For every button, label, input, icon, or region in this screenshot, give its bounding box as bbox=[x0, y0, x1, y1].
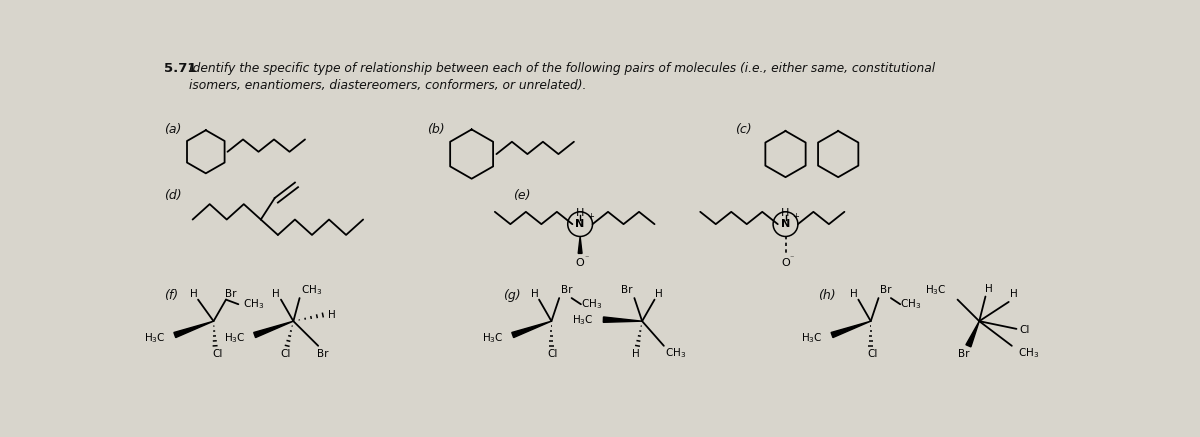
Polygon shape bbox=[511, 321, 552, 337]
Text: $\mathregular{CH_3}$: $\mathregular{CH_3}$ bbox=[301, 284, 323, 297]
Text: Br: Br bbox=[622, 285, 632, 295]
Text: H: H bbox=[985, 284, 992, 294]
Text: N: N bbox=[576, 219, 584, 229]
Polygon shape bbox=[174, 321, 214, 337]
Text: $\mathregular{CH_3}$: $\mathregular{CH_3}$ bbox=[900, 297, 922, 311]
Text: +: + bbox=[792, 212, 799, 221]
Text: $\mathregular{H_3C}$: $\mathregular{H_3C}$ bbox=[144, 331, 166, 345]
Text: Identify the specific type of relationship between each of the following pairs o: Identify the specific type of relationsh… bbox=[188, 62, 935, 75]
Polygon shape bbox=[604, 317, 642, 323]
Text: +: + bbox=[587, 212, 594, 221]
Text: Cl: Cl bbox=[212, 349, 223, 358]
Text: (h): (h) bbox=[818, 289, 835, 302]
Text: (b): (b) bbox=[427, 123, 445, 136]
Text: ⁻: ⁻ bbox=[584, 253, 588, 263]
Text: Br: Br bbox=[560, 285, 572, 295]
Text: H: H bbox=[850, 289, 858, 299]
Text: H: H bbox=[1010, 289, 1018, 299]
Text: H: H bbox=[655, 289, 664, 299]
Text: H: H bbox=[576, 208, 584, 218]
Text: O: O bbox=[781, 258, 790, 267]
Text: N: N bbox=[781, 219, 790, 229]
Text: $\mathregular{CH_3}$: $\mathregular{CH_3}$ bbox=[581, 297, 602, 311]
Text: $\mathregular{H_3C}$: $\mathregular{H_3C}$ bbox=[482, 331, 504, 345]
Text: $\mathregular{H_3C}$: $\mathregular{H_3C}$ bbox=[223, 331, 245, 345]
Text: (g): (g) bbox=[503, 289, 521, 302]
Text: H: H bbox=[329, 310, 336, 320]
Text: H: H bbox=[191, 289, 198, 299]
Text: ⁻: ⁻ bbox=[790, 253, 794, 263]
Text: Cl: Cl bbox=[1020, 326, 1030, 336]
Text: Br: Br bbox=[224, 289, 236, 299]
Text: (a): (a) bbox=[164, 123, 181, 136]
Text: Cl: Cl bbox=[548, 349, 558, 358]
Text: O: O bbox=[576, 258, 584, 267]
Text: $\mathregular{CH_3}$: $\mathregular{CH_3}$ bbox=[242, 297, 264, 311]
Polygon shape bbox=[832, 321, 871, 337]
Text: $\mathregular{H_3C}$: $\mathregular{H_3C}$ bbox=[802, 331, 823, 345]
Polygon shape bbox=[253, 321, 293, 337]
Text: H: H bbox=[530, 289, 539, 299]
Text: (e): (e) bbox=[512, 189, 530, 202]
Text: $\mathregular{H_3C}$: $\mathregular{H_3C}$ bbox=[925, 284, 947, 297]
Text: Cl: Cl bbox=[281, 349, 290, 358]
Text: Br: Br bbox=[958, 349, 970, 358]
Text: H: H bbox=[632, 349, 640, 358]
Text: (c): (c) bbox=[736, 123, 751, 136]
Text: Cl: Cl bbox=[868, 349, 877, 358]
Polygon shape bbox=[966, 321, 979, 347]
Text: (d): (d) bbox=[164, 189, 181, 202]
Text: Br: Br bbox=[880, 285, 892, 295]
Text: 5.71: 5.71 bbox=[164, 62, 197, 75]
Text: H: H bbox=[781, 208, 790, 218]
Text: isomers, enantiomers, diastereomers, conformers, or unrelated).: isomers, enantiomers, diastereomers, con… bbox=[188, 80, 586, 92]
Text: $\mathregular{CH_3}$: $\mathregular{CH_3}$ bbox=[665, 347, 686, 361]
Text: $\mathregular{CH_3}$: $\mathregular{CH_3}$ bbox=[1018, 347, 1039, 361]
Text: Br: Br bbox=[317, 349, 329, 358]
Text: $\mathregular{H_3C}$: $\mathregular{H_3C}$ bbox=[572, 313, 594, 326]
Text: (f): (f) bbox=[164, 289, 178, 302]
Text: H: H bbox=[272, 289, 281, 299]
Polygon shape bbox=[578, 236, 582, 253]
